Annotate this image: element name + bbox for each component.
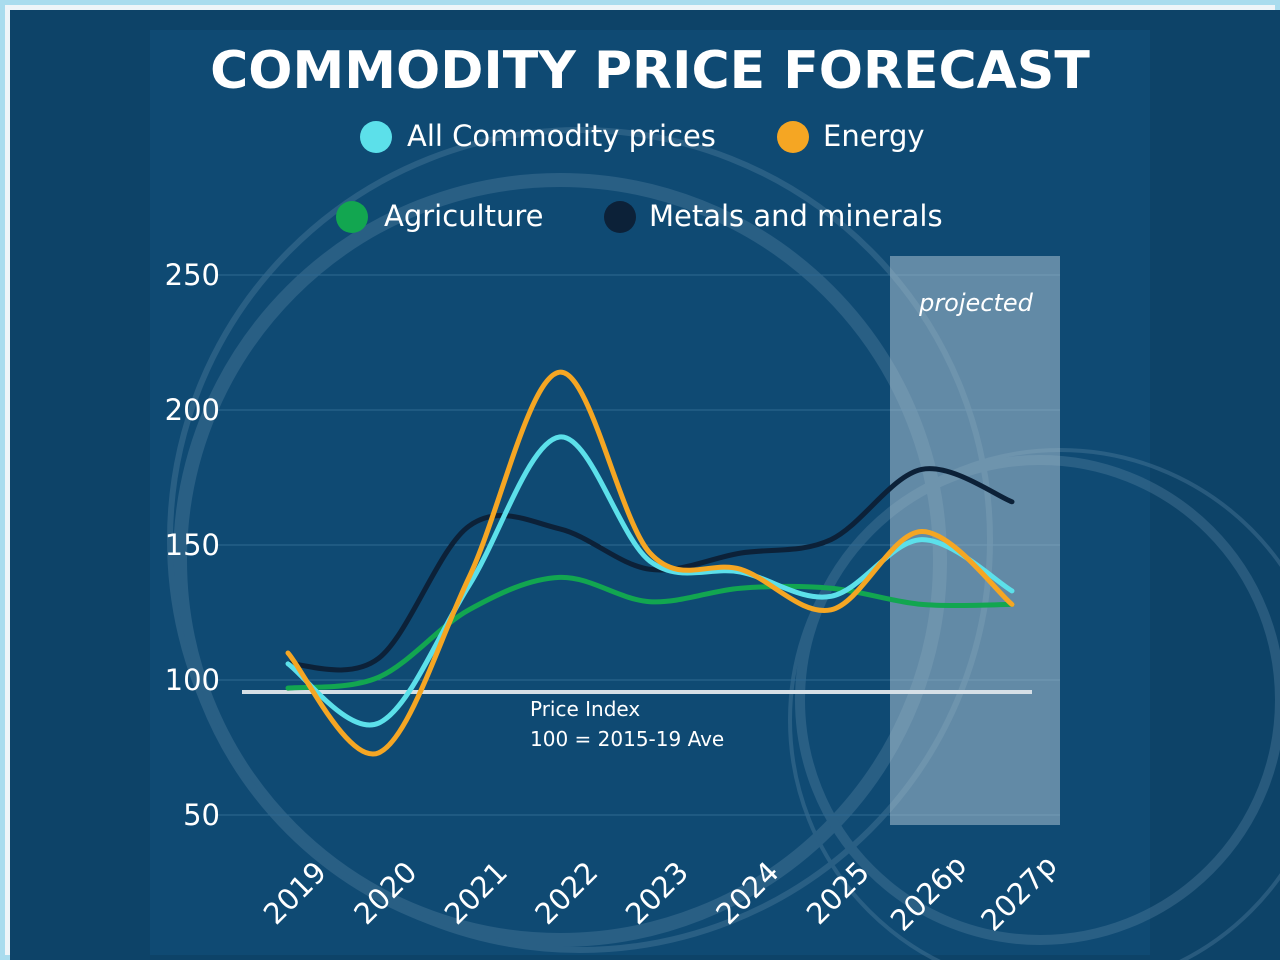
reference-label-line2: 100 = 2015-19 Ave <box>530 727 724 751</box>
reference-label-line1: Price Index <box>530 697 640 721</box>
series-line-energy <box>285 369 1015 757</box>
series-lines <box>285 369 1015 757</box>
x-tick-label: 2027p <box>974 848 1063 937</box>
chart-title: COMMODITY PRICE FORECAST <box>210 41 1090 101</box>
legend-label: Energy <box>823 119 925 153</box>
x-tick-label: 2020 <box>347 855 423 931</box>
legend-label: Agriculture <box>384 199 544 233</box>
y-tick-label: 100 <box>165 663 220 697</box>
x-tick-label: 2019 <box>257 855 333 931</box>
legend-label: Metals and minerals <box>649 199 943 233</box>
x-tick-label: 2022 <box>528 855 604 931</box>
legend-label: All Commodity prices <box>407 119 716 153</box>
series-line-agriculture <box>285 574 1015 691</box>
y-tick-label: 50 <box>183 798 220 832</box>
y-axis: 250 200 150 100 50 <box>165 258 220 832</box>
y-tick-label: 250 <box>165 258 220 292</box>
y-tick-label: 200 <box>165 393 220 427</box>
legend-marker <box>360 121 392 153</box>
legend-marker <box>336 201 368 233</box>
x-tick-label: 2021 <box>438 855 514 931</box>
legend: All Commodity prices Energy Agriculture Met… <box>336 119 943 233</box>
y-tick-label: 150 <box>165 528 220 562</box>
legend-marker <box>777 121 809 153</box>
series-line-metals-and-minerals <box>285 466 1015 673</box>
projected-label: projected <box>918 289 1034 317</box>
legend-marker <box>604 201 636 233</box>
